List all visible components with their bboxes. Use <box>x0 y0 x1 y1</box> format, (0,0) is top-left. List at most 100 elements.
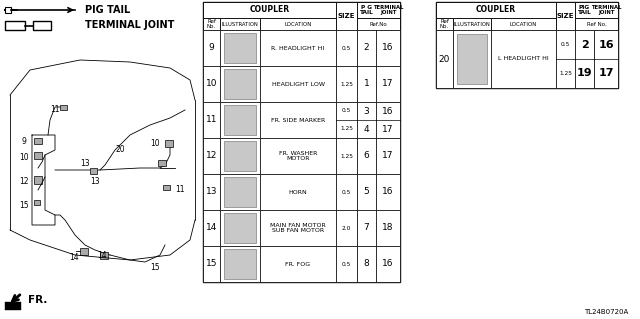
Text: TL24B0720A: TL24B0720A <box>584 309 628 315</box>
Bar <box>357 174 376 210</box>
Bar <box>436 18 453 30</box>
Bar <box>376 246 400 282</box>
Text: 10: 10 <box>150 138 160 147</box>
Bar <box>436 2 618 88</box>
Bar <box>336 174 357 210</box>
Text: 7: 7 <box>364 224 369 233</box>
Bar <box>5 7 11 13</box>
Bar <box>436 2 556 18</box>
Text: 1.25: 1.25 <box>559 71 572 76</box>
Bar <box>220 102 260 138</box>
Bar <box>60 105 67 110</box>
Bar <box>357 138 376 174</box>
Bar <box>376 30 400 66</box>
Text: 16: 16 <box>598 40 614 49</box>
Text: SIZE: SIZE <box>338 13 355 19</box>
Text: 1.25: 1.25 <box>340 127 353 131</box>
Bar <box>594 30 618 88</box>
Bar <box>260 66 336 102</box>
Bar <box>336 2 357 30</box>
Bar <box>5 302 21 310</box>
Bar <box>260 174 336 210</box>
Text: 12: 12 <box>19 176 29 186</box>
Bar <box>80 248 88 255</box>
Bar <box>376 210 400 246</box>
Text: TERMINAL JOINT: TERMINAL JOINT <box>85 20 174 31</box>
Text: 17: 17 <box>598 69 614 78</box>
Bar <box>220 66 260 102</box>
Bar <box>220 246 260 282</box>
Text: 13: 13 <box>80 160 90 168</box>
Text: 13: 13 <box>90 177 100 187</box>
Bar <box>260 210 336 246</box>
Bar <box>260 30 336 66</box>
Bar <box>203 2 400 282</box>
Bar <box>203 2 336 18</box>
Text: COUPLER: COUPLER <box>250 5 289 14</box>
Text: FR. SIDE MARKER: FR. SIDE MARKER <box>271 117 325 122</box>
Bar <box>224 33 256 63</box>
Bar <box>224 213 256 243</box>
Bar <box>203 246 220 282</box>
Text: 2: 2 <box>580 40 588 49</box>
Bar <box>203 30 220 66</box>
Text: 0.5: 0.5 <box>561 42 570 47</box>
Text: 15: 15 <box>150 263 160 271</box>
Bar <box>453 18 491 30</box>
Bar <box>158 160 166 166</box>
Bar <box>575 30 594 88</box>
Bar <box>453 30 491 88</box>
Text: 16: 16 <box>382 43 394 53</box>
Bar <box>376 66 400 102</box>
Bar <box>491 30 556 88</box>
Bar <box>165 140 173 147</box>
Text: HORN: HORN <box>289 189 307 195</box>
Bar <box>34 176 42 184</box>
Bar <box>163 185 170 190</box>
Bar <box>220 138 260 174</box>
Bar <box>357 2 400 18</box>
Bar <box>336 30 357 66</box>
Bar <box>203 66 220 102</box>
Text: Ref.No: Ref.No <box>370 21 387 26</box>
Text: 0.5: 0.5 <box>342 262 351 266</box>
Bar <box>556 30 575 88</box>
Text: 19: 19 <box>577 69 592 78</box>
Bar <box>224 249 256 279</box>
Bar <box>220 30 260 66</box>
Bar <box>260 246 336 282</box>
Text: 15: 15 <box>205 259 217 269</box>
Bar <box>357 102 376 138</box>
Text: 0.5: 0.5 <box>342 189 351 195</box>
Text: R. HEADLIGHT HI: R. HEADLIGHT HI <box>271 46 324 50</box>
Bar <box>336 138 357 174</box>
Text: 5: 5 <box>364 188 369 197</box>
Text: 1: 1 <box>364 79 369 88</box>
Bar <box>376 174 400 210</box>
Text: TERMINAL
JOINT: TERMINAL JOINT <box>372 4 403 15</box>
Text: Ref
No.: Ref No. <box>207 19 216 29</box>
Text: 10: 10 <box>205 79 217 88</box>
Text: 1.25: 1.25 <box>340 153 353 159</box>
Bar <box>90 168 97 174</box>
Bar <box>220 174 260 210</box>
Bar <box>203 138 220 174</box>
Bar <box>357 18 400 30</box>
Text: Ref
No.: Ref No. <box>440 19 449 29</box>
Text: 10: 10 <box>19 153 29 162</box>
Text: 8: 8 <box>364 259 369 269</box>
Bar <box>224 105 256 135</box>
Text: 14: 14 <box>97 251 107 261</box>
Text: 2.0: 2.0 <box>342 226 351 231</box>
Bar <box>491 18 556 30</box>
Bar <box>34 200 40 205</box>
Text: 16: 16 <box>382 188 394 197</box>
Text: LOCATION: LOCATION <box>510 21 537 26</box>
Text: L HEADLIGHT HI: L HEADLIGHT HI <box>498 56 549 62</box>
Bar <box>376 102 400 138</box>
Bar <box>224 177 256 207</box>
Bar <box>203 102 220 138</box>
Text: 3: 3 <box>364 107 369 115</box>
Bar <box>336 102 357 138</box>
Bar <box>556 2 575 30</box>
